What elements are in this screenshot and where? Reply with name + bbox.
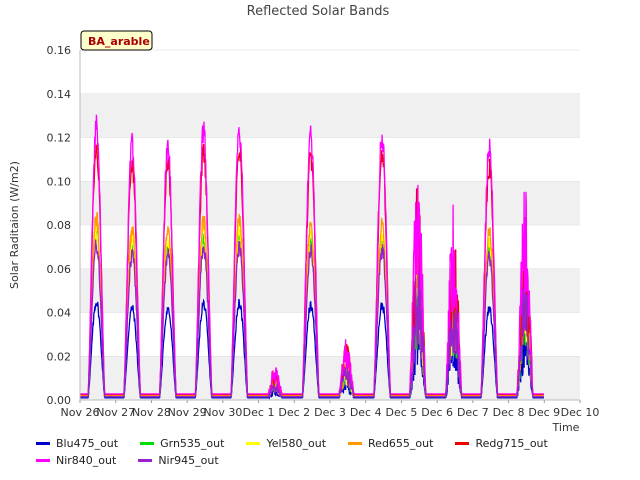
legend-swatch bbox=[455, 442, 470, 445]
x-tick-label: Dec 7 bbox=[457, 406, 489, 419]
y-tick-label: 0.04 bbox=[47, 307, 72, 320]
legend-swatch bbox=[36, 459, 50, 462]
x-tick-label: Dec 10 bbox=[561, 406, 600, 419]
legend-item: Grn535_out bbox=[140, 435, 224, 452]
legend-swatch bbox=[138, 459, 153, 462]
grid-band bbox=[80, 50, 580, 94]
legend-item: Red655_out bbox=[348, 435, 433, 452]
grid-bands bbox=[80, 49, 580, 401]
y-tick-label: 0.08 bbox=[47, 219, 72, 232]
legend-item: Redg715_out bbox=[455, 435, 548, 452]
grid-band bbox=[80, 137, 580, 182]
legend-label: Nir840_out bbox=[56, 454, 117, 467]
x-tick-label: Nov 28 bbox=[132, 406, 171, 419]
y-tick-label: 0.10 bbox=[47, 175, 72, 188]
x-tick-label: Nov 27 bbox=[96, 406, 135, 419]
legend-item: Nir945_out bbox=[138, 452, 219, 469]
grid-band bbox=[80, 225, 580, 269]
chart-title: Reflected Solar Bands bbox=[247, 4, 390, 19]
y-tick-label: 0.12 bbox=[47, 132, 72, 145]
y-tick-label: 0.02 bbox=[47, 350, 72, 363]
x-tick-label: Nov 26 bbox=[61, 406, 100, 419]
series-lines bbox=[79, 50, 580, 401]
grid-band bbox=[80, 181, 580, 225]
x-tick-label: Dec 4 bbox=[350, 406, 382, 419]
annotation-label: BA_arable bbox=[88, 35, 150, 48]
series-line-nir840_out bbox=[80, 114, 544, 395]
legend-label: Red655_out bbox=[368, 437, 434, 450]
legend-swatch bbox=[246, 442, 261, 445]
legend-item: Yel580_out bbox=[246, 435, 326, 452]
y-tick-label: 0.16 bbox=[47, 44, 72, 57]
grid-band bbox=[80, 312, 580, 357]
x-tick-label: Nov 29 bbox=[168, 406, 207, 419]
x-tick-label: Dec 9 bbox=[528, 406, 560, 419]
grid-band bbox=[80, 93, 580, 138]
legend-label: Blu475_out bbox=[56, 437, 119, 450]
y-tick-label: 0.00 bbox=[47, 394, 72, 407]
series-line-nir945_out bbox=[80, 239, 544, 398]
x-tick-label: Dec 5 bbox=[386, 406, 418, 419]
x-tick-label: Dec 3 bbox=[314, 406, 346, 419]
x-tick-label: Dec 2 bbox=[278, 406, 310, 419]
y-axis-ticks: 0.00 0.02 0.04 0.06 0.08 0.10 0.12 0.14 0.16 bbox=[47, 44, 72, 407]
x-tick-label: Dec 1 bbox=[243, 406, 275, 419]
x-tick-label: Dec 8 bbox=[493, 406, 525, 419]
legend-label: Grn535_out bbox=[160, 437, 225, 450]
legend: Blu475_out Grn535_out Yel580_out Red655_out… bbox=[36, 435, 636, 469]
x-tick-label: Dec 6 bbox=[421, 406, 453, 419]
annotation-box: BA_arable bbox=[80, 30, 153, 51]
x-tick-label: Nov 30 bbox=[203, 406, 242, 419]
y-axis-label: Solar Raditaion (W/m2) bbox=[8, 161, 21, 289]
legend-swatch bbox=[348, 442, 363, 445]
x-axis-label: Time bbox=[552, 421, 580, 434]
legend-item: Blu475_out bbox=[36, 435, 118, 452]
legend-label: Yel580_out bbox=[266, 437, 327, 450]
grid-band bbox=[80, 268, 580, 313]
legend-label: Redg715_out bbox=[475, 437, 548, 450]
legend-swatch bbox=[140, 442, 155, 445]
y-tick-label: 0.06 bbox=[47, 263, 72, 276]
legend-item: Nir840_out bbox=[36, 452, 116, 469]
y-tick-label: 0.14 bbox=[47, 88, 72, 101]
legend-swatch bbox=[36, 442, 50, 445]
legend-label: Nir945_out bbox=[158, 454, 219, 467]
